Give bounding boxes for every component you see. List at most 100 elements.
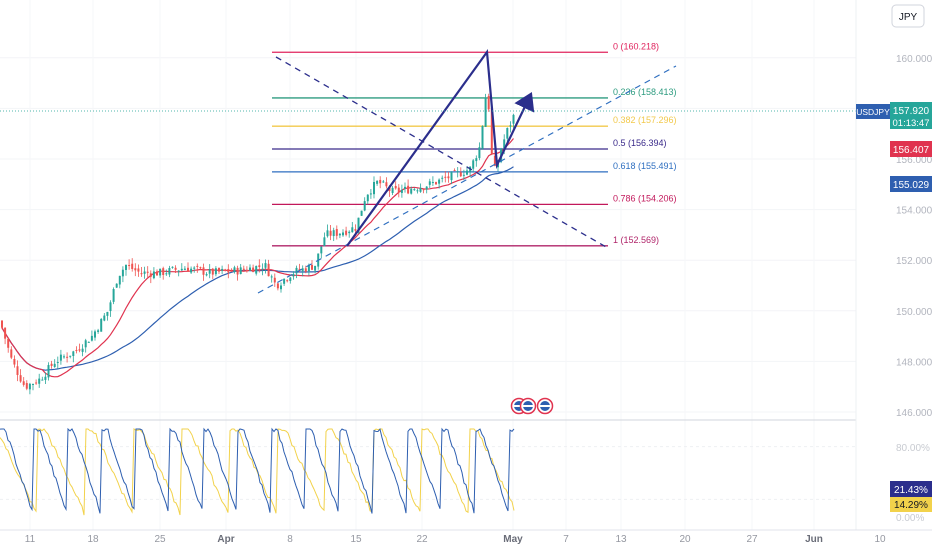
fib-level-label: 0.618 (155.491) — [613, 161, 677, 171]
candle-body — [239, 267, 242, 275]
candle-body — [75, 349, 78, 351]
candle-body — [149, 273, 152, 277]
time-axis-ticks: 11 18 25 Apr 8 15 22 May 7 13 20 27 Jun 10 — [25, 534, 886, 545]
candle-body — [84, 340, 87, 348]
candle-body — [242, 268, 245, 270]
candle-body — [332, 230, 335, 237]
candle-body — [236, 267, 239, 275]
fibonacci-retracement[interactable]: 0 (160.218) 0.236 (158.413) 0.382 (157.296… — [272, 41, 677, 247]
candle-body — [196, 265, 199, 267]
us-flag-event-icon[interactable] — [519, 397, 537, 415]
candle-body — [233, 267, 236, 273]
candle-body — [28, 383, 31, 390]
economic-events[interactable] — [510, 397, 554, 415]
us-flag-event-icon[interactable] — [536, 397, 554, 415]
oscillator-line-yellow — [0, 428, 515, 516]
candle-body — [165, 273, 168, 275]
candle-body — [311, 264, 313, 270]
ma-red-price-label: 156.407 — [890, 141, 932, 157]
candle-body — [171, 266, 174, 268]
oscillator-grid — [0, 446, 856, 500]
price-axis-area[interactable] — [856, 0, 932, 530]
candle-body — [112, 289, 115, 302]
fib-level-label: 0.236 (158.413) — [613, 87, 677, 97]
candle-body — [345, 230, 348, 235]
candle-body — [199, 267, 202, 269]
candle-body — [456, 171, 459, 173]
candle-body — [208, 269, 211, 274]
dashed-trendline-up[interactable] — [257, 65, 677, 294]
bar-countdown: 01:13:47 — [893, 118, 930, 129]
candle-body — [307, 264, 310, 272]
price-tick-label: 146.000 — [896, 408, 932, 419]
candle-body — [450, 171, 453, 181]
candle-body — [329, 230, 332, 236]
candle-body — [66, 356, 69, 358]
candle-body — [357, 217, 360, 233]
projection-arrow[interactable] — [346, 48, 535, 247]
candle-body — [397, 187, 400, 193]
time-tick-label: 27 — [746, 534, 758, 545]
time-tick-label: 22 — [416, 534, 428, 545]
time-tick-label: 13 — [615, 534, 627, 545]
candle-body — [125, 265, 127, 271]
candle-body — [53, 363, 56, 367]
candle-body — [438, 179, 441, 184]
candle-body — [360, 210, 363, 216]
time-tick-label: 10 — [874, 534, 886, 545]
dashed-trendline-down[interactable] — [275, 56, 607, 248]
osc-bottom-tick: 0.00% — [896, 513, 924, 524]
candle-body — [180, 268, 183, 271]
price-tick-label: 150.000 — [896, 307, 932, 318]
candle-body — [261, 268, 264, 270]
candle-body — [22, 381, 25, 385]
time-axis-area[interactable] — [0, 530, 932, 550]
candle-body — [103, 315, 106, 321]
candle-body — [106, 311, 109, 316]
candle-body — [512, 114, 515, 124]
time-tick-label: 18 — [87, 534, 99, 545]
candle-body — [25, 383, 28, 389]
candle-body — [453, 170, 456, 172]
candle-body — [314, 265, 317, 271]
candle-body — [177, 270, 180, 272]
candle-body — [472, 160, 475, 169]
candle-body — [162, 268, 165, 276]
currency-button-label[interactable]: JPY — [899, 12, 918, 23]
candle-body — [338, 233, 341, 236]
candle-body — [295, 267, 298, 274]
candle-body — [462, 174, 465, 176]
candle-body — [270, 276, 273, 278]
candle-body — [143, 271, 146, 274]
candle-body — [425, 186, 428, 190]
candle-body — [335, 229, 338, 236]
candle-body — [47, 365, 50, 378]
candle-body — [444, 176, 447, 178]
candle-body — [413, 189, 416, 191]
candle-body — [221, 268, 224, 271]
candle-body — [292, 274, 295, 277]
price-tick-label: 152.000 — [896, 256, 932, 267]
candle-body — [193, 267, 196, 269]
osc-blue-value: 21.43% — [894, 485, 928, 496]
candle-body — [487, 95, 490, 110]
candle-body — [187, 267, 189, 272]
candle-body — [354, 229, 357, 231]
candle-body — [10, 349, 13, 358]
fib-level-label: 0.786 (154.206) — [613, 193, 677, 203]
candle-body — [422, 189, 425, 191]
currency-button[interactable]: JPY — [891, 4, 925, 28]
candle-body — [280, 285, 282, 290]
candle-body — [118, 275, 121, 285]
price-tick-label: 148.000 — [896, 357, 932, 368]
candle-body — [388, 187, 391, 192]
candle-body — [134, 268, 137, 271]
time-tick-label: 15 — [350, 534, 362, 545]
candle-body — [276, 283, 279, 289]
candle-body — [267, 263, 270, 277]
fib-level-label: 1 (152.569) — [613, 235, 659, 245]
candle-body — [407, 185, 410, 194]
candle-body — [224, 269, 227, 271]
candle-body — [431, 182, 434, 184]
